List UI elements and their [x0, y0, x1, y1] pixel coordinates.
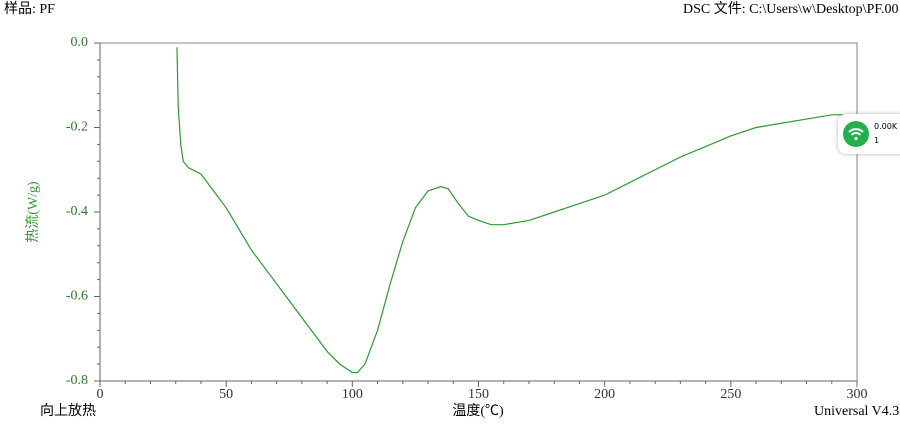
- file-label: DSC 文件: C:\Users\w\Desktop\PF.00: [683, 1, 899, 17]
- exo-label: 向上放热: [40, 403, 96, 419]
- x-tick-label: 300: [847, 387, 868, 402]
- x-tick-label: 250: [720, 387, 741, 402]
- y-tick-label: -0.6: [66, 289, 88, 304]
- x-tick-label: 100: [342, 387, 363, 402]
- x-axis-label: 温度(℃): [452, 403, 504, 419]
- software-label: Universal V4.3: [814, 404, 899, 419]
- x-tick-label: 0: [97, 387, 104, 402]
- y-tick-label: -0.2: [66, 120, 88, 135]
- y-tick-label: -0.8: [66, 373, 88, 388]
- network-widget[interactable]: 0.00K 1: [838, 114, 900, 154]
- y-tick-label: 0.0: [71, 35, 89, 50]
- data-line: [176, 47, 852, 374]
- x-tick-label: 50: [219, 387, 233, 402]
- x-tick-label: 200: [594, 387, 615, 402]
- speed-text: 0.00K: [874, 122, 898, 131]
- count-text: 1: [874, 136, 880, 145]
- wifi-icon: [843, 121, 869, 147]
- y-axis-label: 热流(W/g): [25, 181, 41, 243]
- y-tick-label: -0.4: [66, 204, 88, 219]
- plot-frame: [99, 42, 858, 382]
- sample-label: 样品: PF: [4, 1, 55, 17]
- x-tick-label: 150: [468, 387, 489, 402]
